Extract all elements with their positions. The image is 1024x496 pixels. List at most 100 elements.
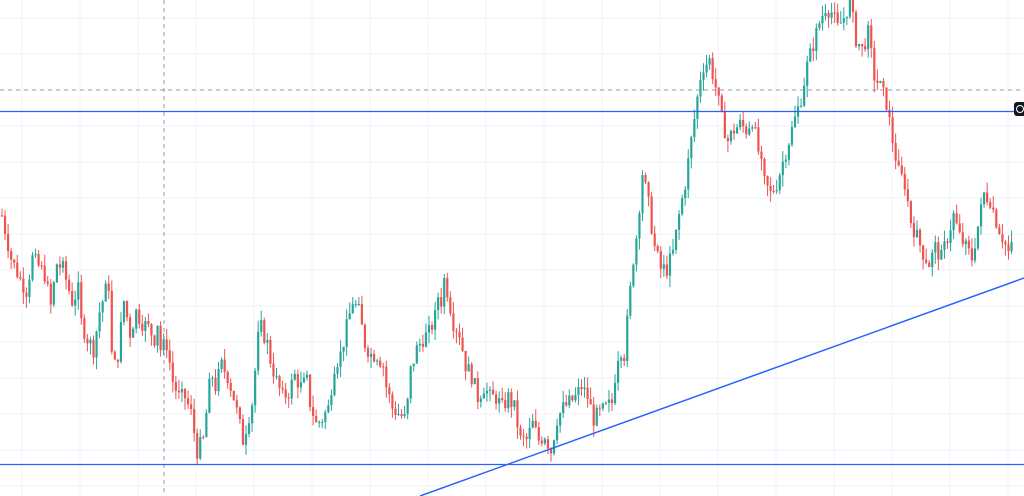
candle-up bbox=[574, 394, 577, 401]
candle-up bbox=[857, 44, 861, 47]
candle-up bbox=[735, 127, 739, 134]
candle-down bbox=[711, 58, 714, 80]
candle-down bbox=[665, 264, 668, 276]
candle-down bbox=[22, 278, 25, 293]
candle-up bbox=[543, 439, 546, 444]
candle-down bbox=[168, 350, 171, 363]
candle-down bbox=[922, 245, 925, 260]
candle-down bbox=[223, 359, 226, 372]
candle-down bbox=[373, 353, 376, 362]
candle-down bbox=[83, 318, 86, 339]
candle-down bbox=[394, 408, 397, 415]
candle-down bbox=[13, 259, 16, 263]
candle-down bbox=[854, 12, 858, 47]
candle-up bbox=[247, 423, 251, 434]
candle-down bbox=[928, 262, 931, 268]
candle-down bbox=[992, 207, 995, 210]
candle-down bbox=[876, 80, 879, 83]
candle-up bbox=[671, 249, 675, 254]
candle-up bbox=[607, 399, 611, 403]
candle-down bbox=[153, 335, 156, 346]
candle-down bbox=[71, 291, 74, 306]
candle-up bbox=[684, 189, 687, 199]
candle-up bbox=[577, 387, 580, 395]
candle-down bbox=[623, 357, 626, 362]
candle-down bbox=[440, 297, 443, 307]
candle-down bbox=[903, 173, 906, 190]
candle-up bbox=[217, 368, 220, 392]
candle-down bbox=[269, 339, 272, 364]
candle-up bbox=[144, 320, 147, 331]
candle-down bbox=[864, 46, 867, 50]
candle-up bbox=[290, 379, 293, 399]
candle-down bbox=[937, 242, 940, 260]
candle-up bbox=[211, 377, 214, 379]
candle-up bbox=[293, 374, 296, 380]
candle-down bbox=[382, 366, 385, 368]
price-marker-icon[interactable] bbox=[1014, 102, 1024, 116]
candle-up bbox=[705, 64, 708, 73]
candle-up bbox=[839, 22, 842, 24]
candle-down bbox=[882, 81, 885, 88]
candle-down bbox=[0, 215, 4, 217]
candle-down bbox=[510, 392, 513, 407]
candle-up bbox=[339, 351, 342, 367]
candle-down bbox=[171, 362, 174, 382]
candle-up bbox=[74, 299, 77, 306]
candle-up bbox=[931, 252, 934, 268]
candle-up bbox=[104, 283, 107, 302]
candle-down bbox=[147, 320, 150, 325]
candle-down bbox=[540, 440, 543, 444]
candle-down bbox=[64, 261, 68, 280]
candle-down bbox=[430, 325, 434, 330]
candle-down bbox=[925, 259, 928, 263]
candle-down bbox=[43, 265, 46, 282]
trend-line[interactable] bbox=[419, 277, 1024, 496]
candle-down bbox=[592, 404, 595, 426]
candle-up bbox=[973, 248, 977, 261]
candle-up bbox=[830, 12, 833, 18]
candle-down bbox=[958, 223, 961, 233]
candle-down bbox=[113, 351, 116, 360]
candle-up bbox=[403, 413, 406, 417]
candle-up bbox=[162, 339, 165, 351]
candle-up bbox=[55, 264, 58, 283]
candle-down bbox=[998, 227, 1001, 235]
candle-up bbox=[879, 81, 882, 83]
candle-down bbox=[196, 433, 199, 459]
candle-up bbox=[629, 285, 632, 316]
candle-down bbox=[763, 158, 766, 177]
candle-up bbox=[803, 85, 806, 106]
candle-up bbox=[135, 309, 138, 329]
candle-up bbox=[318, 422, 321, 424]
candle-up bbox=[687, 158, 690, 190]
candle-down bbox=[726, 138, 729, 142]
candle-up bbox=[964, 240, 967, 245]
candle-up bbox=[348, 313, 351, 320]
candle-down bbox=[312, 407, 315, 416]
candle-down bbox=[986, 192, 989, 203]
candle-down bbox=[141, 323, 144, 331]
candle-down bbox=[720, 95, 723, 111]
candle-down bbox=[202, 437, 205, 439]
candle-up bbox=[824, 12, 827, 17]
candle-down bbox=[16, 262, 19, 278]
candle-up bbox=[257, 331, 260, 371]
candle-down bbox=[446, 278, 449, 298]
horizontal-levels[interactable] bbox=[0, 0, 1024, 466]
candle-down bbox=[92, 339, 95, 358]
candle-up bbox=[77, 282, 80, 300]
candle-down bbox=[653, 233, 656, 247]
candle-up bbox=[327, 405, 330, 413]
candle-down bbox=[754, 127, 757, 129]
candle-down bbox=[464, 350, 467, 372]
candle-down bbox=[3, 215, 7, 235]
candle-up bbox=[940, 249, 943, 260]
candle-down bbox=[565, 402, 568, 406]
candle-down bbox=[891, 117, 894, 144]
candle-down bbox=[586, 387, 589, 400]
trend-lines[interactable] bbox=[419, 277, 1024, 496]
